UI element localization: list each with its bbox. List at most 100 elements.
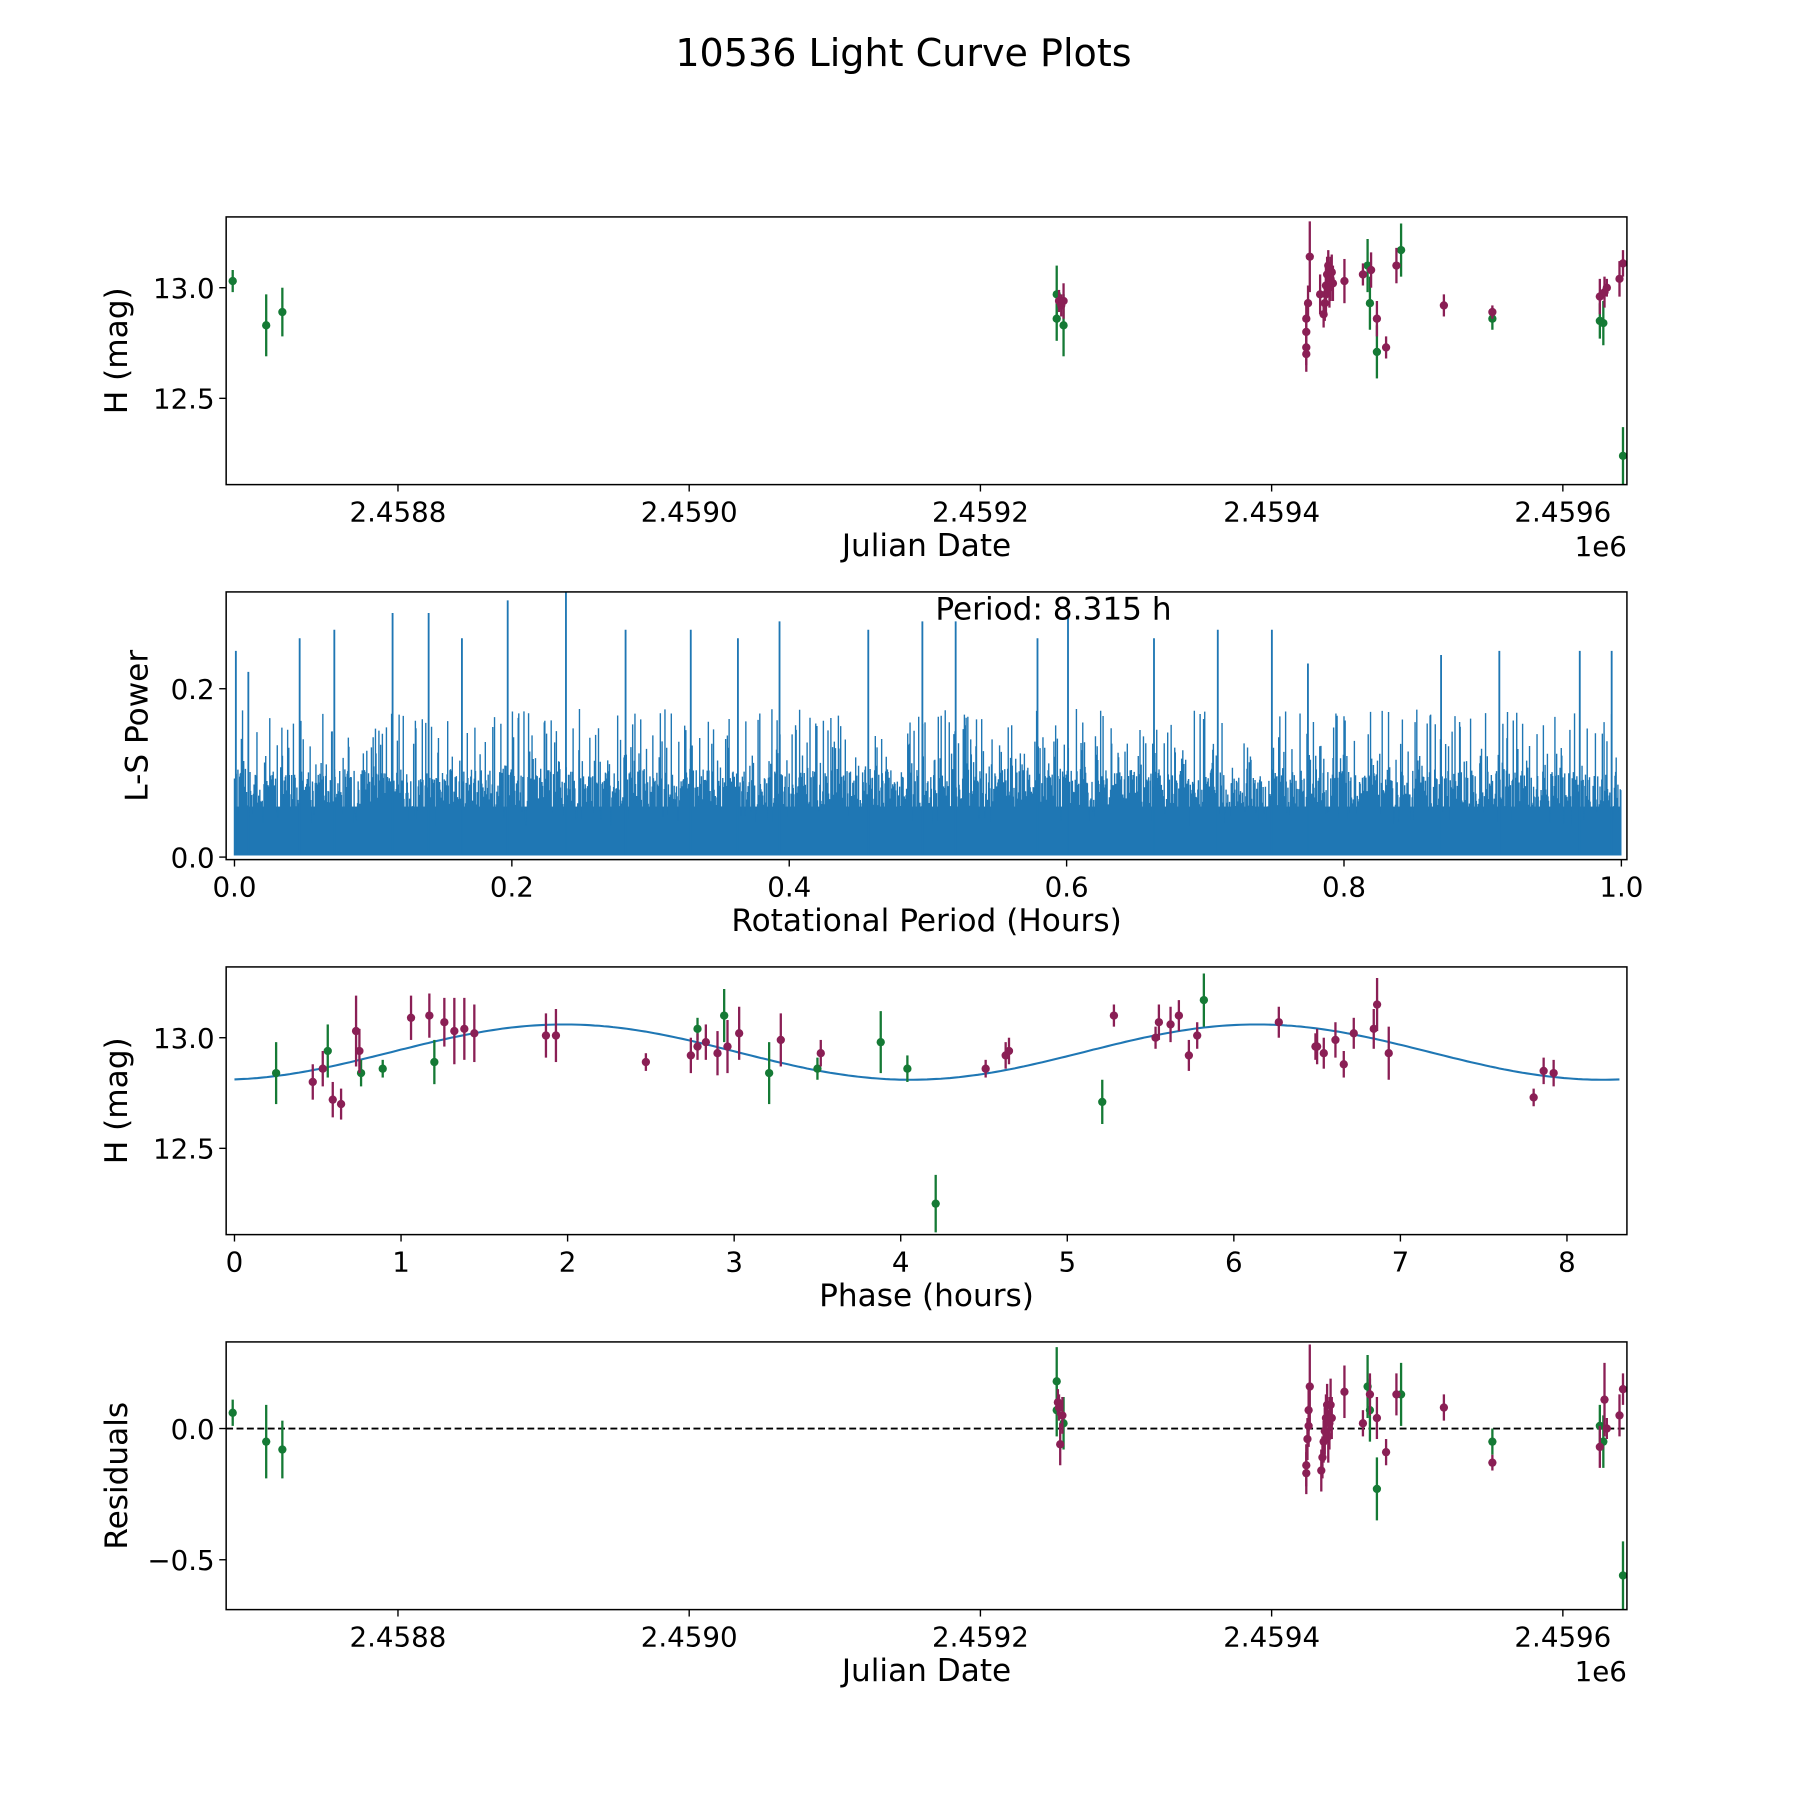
data-point-magenta [1174, 1011, 1184, 1020]
data-point-magenta [1600, 1395, 1609, 1404]
y-tick-label: 0.0 [171, 841, 215, 874]
data-point-magenta [328, 1095, 337, 1104]
data-point-magenta [1305, 1382, 1314, 1391]
data-point-magenta [1439, 1403, 1449, 1412]
data-point-magenta [1327, 268, 1336, 277]
data-point-magenta [1303, 1434, 1312, 1444]
y-tick-label: 0.0 [171, 1413, 215, 1446]
data-point-magenta [1058, 1411, 1067, 1420]
y-axis-label: L-S Power [120, 650, 156, 802]
x-tick-label: 2.4594 [1223, 496, 1320, 529]
x-tick-label: 0.4 [767, 871, 811, 904]
data-point-magenta [1372, 1413, 1382, 1423]
data-point-magenta [713, 1049, 722, 1058]
y-axis-label: Residuals [99, 1402, 135, 1550]
data-point-magenta [1059, 296, 1068, 306]
data-point-magenta [450, 1026, 459, 1036]
data-point-green [1365, 299, 1375, 308]
data-point-green [356, 1068, 366, 1078]
data-point-magenta [1184, 1051, 1194, 1060]
data-point-magenta [1372, 314, 1382, 323]
x-tick-label: 2.4588 [350, 1621, 447, 1654]
x-tick-label: 3 [725, 1246, 743, 1279]
x-tick-label: 0.8 [1322, 871, 1366, 904]
x-tick-label: 4 [892, 1246, 910, 1279]
data-point-magenta [351, 1026, 361, 1036]
figure-title: 10536 Light Curve Plots [675, 31, 1131, 75]
data-point-magenta [1320, 299, 1329, 308]
data-point-magenta [1615, 1411, 1624, 1420]
data-point-magenta [686, 1051, 696, 1060]
data-point-magenta [551, 1031, 561, 1040]
x-tick-label: 2.4588 [350, 496, 447, 529]
x-tick-label: 0.6 [1045, 871, 1089, 904]
plot-area [226, 1344, 1627, 1610]
data-point-magenta [1109, 1011, 1119, 1020]
y-tick-label: 12.5 [153, 1133, 215, 1166]
data-point-magenta [1392, 1390, 1401, 1399]
data-point-magenta [308, 1077, 317, 1087]
panel-phased: 0 1 2 3 4 5 6 7 8 12.5 13.0 Phase (hours) H (mag) [99, 966, 1628, 1314]
data-point-magenta [1549, 1068, 1558, 1078]
data-point-green [1396, 245, 1406, 255]
x-tick-label: 0.2 [490, 871, 534, 904]
data-point-magenta [1303, 299, 1313, 308]
data-point-magenta [1056, 1440, 1065, 1449]
data-point-green [271, 1068, 281, 1078]
data-point-magenta [1488, 307, 1497, 317]
data-point-green [813, 1064, 822, 1073]
data-point-magenta [701, 1037, 711, 1047]
data-point-green [693, 1024, 702, 1034]
data-point-magenta [1302, 1461, 1311, 1470]
x-axis-label: Rotational Period (Hours) [731, 903, 1121, 939]
data-point-magenta [1331, 1035, 1340, 1045]
data-point-magenta [1372, 1000, 1382, 1009]
data-point-magenta [541, 1031, 551, 1040]
axes-frame [225, 216, 1628, 486]
data-point-magenta [318, 1064, 327, 1073]
x-tick-label: 6 [1225, 1246, 1243, 1279]
data-point-magenta [1305, 252, 1314, 261]
data-point-green [720, 1011, 729, 1020]
data-point-magenta [470, 1029, 479, 1038]
data-point-magenta [1358, 270, 1368, 279]
data-point-green [1052, 1377, 1061, 1386]
data-point-magenta [1004, 1046, 1014, 1056]
data-point-green [1199, 995, 1209, 1005]
data-point-magenta [1488, 1458, 1497, 1467]
data-point-magenta [776, 1035, 785, 1045]
data-point-magenta [1054, 1403, 1064, 1412]
data-point-green [1052, 314, 1061, 323]
data-point-magenta [1154, 1018, 1164, 1027]
plot-area [228, 221, 1627, 485]
data-point-magenta [1328, 279, 1338, 288]
x-axis-label: Phase (hours) [819, 1278, 1034, 1314]
panel-residuals: 2.4588 2.4590 2.4592 2.4594 2.4596 −0.5 0.0 Jul… [99, 1341, 1628, 1689]
y-tick-label: 13.0 [153, 272, 215, 305]
data-point-magenta [406, 1013, 416, 1022]
x-offset-label: 1e6 [1575, 530, 1627, 563]
plot-area [234, 973, 1620, 1233]
x-tick-label: 0.0 [212, 871, 256, 904]
x-tick-label: 2.4596 [1514, 496, 1611, 529]
data-point-green [1059, 321, 1068, 330]
x-tick-label: 2.4590 [641, 496, 738, 529]
data-point-magenta [1392, 261, 1401, 270]
data-point-magenta [1365, 1390, 1375, 1399]
data-point-magenta [1595, 1442, 1604, 1452]
data-point-green [1488, 1437, 1497, 1446]
data-point-green [1372, 347, 1382, 357]
x-tick-label: 2.4590 [641, 1621, 738, 1654]
data-point-green [1372, 1484, 1382, 1494]
data-point-green [278, 1445, 287, 1454]
data-point-magenta [1315, 290, 1325, 299]
data-point-green [903, 1064, 912, 1073]
y-tick-label: 12.5 [153, 383, 215, 416]
x-tick-label: 7 [1392, 1246, 1410, 1279]
data-point-magenta [1366, 265, 1376, 275]
data-point-magenta [1529, 1093, 1538, 1102]
periodogram-line [233, 709, 1622, 856]
data-point-magenta [1369, 1024, 1378, 1034]
x-offset-label: 1e6 [1575, 1655, 1627, 1688]
